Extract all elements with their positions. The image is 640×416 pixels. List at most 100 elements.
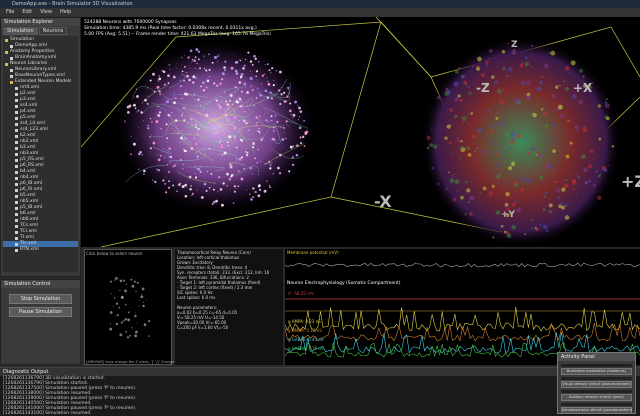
- neuron-selector[interactable]: Click below to select neuron [ARROWS] ke…: [84, 249, 223, 365]
- neuron-dot: [233, 127, 236, 130]
- neuron-dot: [226, 103, 230, 106]
- tree-item[interactable]: p5.xml: [3, 115, 78, 121]
- button[interactable]: Pause Simulation: [9, 307, 72, 317]
- neuron-dot: [299, 116, 301, 118]
- tree-item[interactable]: p5_RS.xml: [3, 157, 78, 163]
- fiber: [186, 123, 210, 128]
- slice-dot: [115, 302, 119, 305]
- tree-item[interactable]: Extended Neuron Models: [3, 79, 78, 85]
- slider[interactable]: [561, 403, 632, 406]
- tree-item[interactable]: p6_RI.xml: [3, 187, 78, 193]
- neuron-dot: [539, 153, 544, 159]
- neuron-dot: [288, 109, 292, 113]
- tree-item[interactable]: TIc.xml: [3, 241, 78, 247]
- tree-item[interactable]: p2.xml: [3, 91, 78, 97]
- tree-item[interactable]: ss4.xml: [3, 103, 78, 109]
- tree-item[interactable]: nb3.xml: [3, 151, 78, 157]
- menu-item[interactable]: File: [6, 9, 15, 15]
- neuron-dot: [477, 56, 482, 62]
- tree-item[interactable]: p5_IB.xml: [3, 205, 78, 211]
- tree-item[interactable]: NeuronLibrary.xml: [3, 67, 78, 73]
- neuron-dot: [290, 113, 292, 116]
- tree-item[interactable]: ss4_L23.xml: [3, 127, 78, 133]
- tree-item[interactable]: TCr.xml: [3, 229, 78, 235]
- tab[interactable]: Simulation: [3, 27, 38, 35]
- menu-item[interactable]: View: [40, 9, 52, 15]
- neuron-dot: [167, 82, 170, 84]
- tree-item[interactable]: nrt4.xml: [3, 85, 78, 91]
- neuron-dot: [196, 62, 198, 65]
- tree-item[interactable]: b5.xml: [3, 193, 78, 199]
- tree-item[interactable]: BrainAnatomy.xml: [3, 55, 78, 61]
- trace: [285, 322, 640, 342]
- tree-item[interactable]: RTN.xml: [3, 247, 78, 253]
- fiber: [182, 106, 223, 127]
- tree-item[interactable]: TCs.xml: [3, 223, 78, 229]
- neuron-dot: [206, 79, 210, 83]
- neuron-dot: [264, 89, 268, 92]
- tree-item[interactable]: DemoApp.xml: [3, 43, 78, 49]
- tree-label: p5_RS.xml: [20, 157, 44, 162]
- neuron-dot: [217, 136, 219, 138]
- neuron-dot: [459, 158, 462, 161]
- neuron-dot: [227, 141, 229, 144]
- neuron-dot: [245, 148, 247, 150]
- tree-item[interactable]: nb4.xml: [3, 175, 78, 181]
- tree-item[interactable]: Anatomy Properties: [3, 49, 78, 55]
- neuron-dot: [468, 91, 472, 95]
- neuron-dot: [240, 90, 244, 93]
- neuron-dot: [233, 136, 236, 139]
- neuron-dot: [183, 65, 186, 68]
- menu-item[interactable]: Edit: [22, 9, 33, 15]
- tree-item[interactable]: p6_IB.xml: [3, 181, 78, 187]
- button[interactable]: Stop Simulation: [9, 294, 72, 304]
- neuron-dot: [210, 124, 213, 127]
- slice-dot: [110, 292, 112, 295]
- neuron-dot: [216, 55, 219, 58]
- tree-item[interactable]: nb5.xml: [3, 199, 78, 205]
- stat-line: Simulation time: 4385.9 ms (Real time fa…: [84, 25, 257, 31]
- tree-icon: [15, 158, 18, 162]
- axis-label: +X: [573, 81, 593, 95]
- slider[interactable]: [561, 390, 632, 393]
- tree-item[interactable]: TI.xml: [3, 235, 78, 241]
- neuron-dot: [583, 125, 586, 127]
- tree-item[interactable]: b3.xml: [3, 145, 78, 151]
- neuron-dot: [270, 119, 273, 122]
- tab[interactable]: Neurons: [38, 27, 68, 35]
- fiber: [218, 117, 245, 122]
- slice-dot: [116, 314, 119, 317]
- tree-item[interactable]: Simulation: [3, 37, 78, 43]
- tree-item[interactable]: nb6.xml: [3, 217, 78, 223]
- tree-item[interactable]: nb2.xml: [3, 139, 78, 145]
- tree-item[interactable]: BaseNeuronTypes.xml: [3, 73, 78, 79]
- tree-item[interactable]: p6_RS.xml: [3, 163, 78, 169]
- neuron-dot: [298, 126, 302, 130]
- tree-item[interactable]: b2.xml: [3, 133, 78, 139]
- neuron-dot: [172, 184, 175, 187]
- neuron-dot: [183, 106, 186, 108]
- neuron-dot: [258, 115, 261, 118]
- neuron-dot: [258, 127, 261, 130]
- neuron-dot: [563, 183, 569, 189]
- neuron-dot: [578, 99, 583, 105]
- neuron-dot: [214, 182, 216, 184]
- tree-item[interactable]: ss4_L4.xml: [3, 121, 78, 127]
- tree-item[interactable]: b4.xml: [3, 169, 78, 175]
- neuron-dot: [219, 82, 222, 85]
- neuron-dot: [537, 151, 540, 155]
- menu-item[interactable]: Help: [59, 9, 72, 15]
- graph-header: Membrane potential (mV): [287, 250, 339, 255]
- slider[interactable]: [561, 377, 632, 380]
- info-line: SIC spikes: 6.0 Hz: [177, 290, 213, 295]
- tree-item[interactable]: p4.xml: [3, 109, 78, 115]
- slice-dot: [123, 279, 126, 282]
- tree-item[interactable]: b6.xml: [3, 211, 78, 217]
- neuron-dot: [574, 125, 579, 130]
- neuron-dot: [538, 175, 544, 180]
- tree-item[interactable]: p3.xml: [3, 97, 78, 103]
- neuron-dot: [557, 104, 563, 110]
- slider[interactable]: [561, 364, 632, 367]
- tree-item[interactable]: Neuron Libraries: [3, 61, 78, 67]
- neuron-dot: [186, 75, 188, 77]
